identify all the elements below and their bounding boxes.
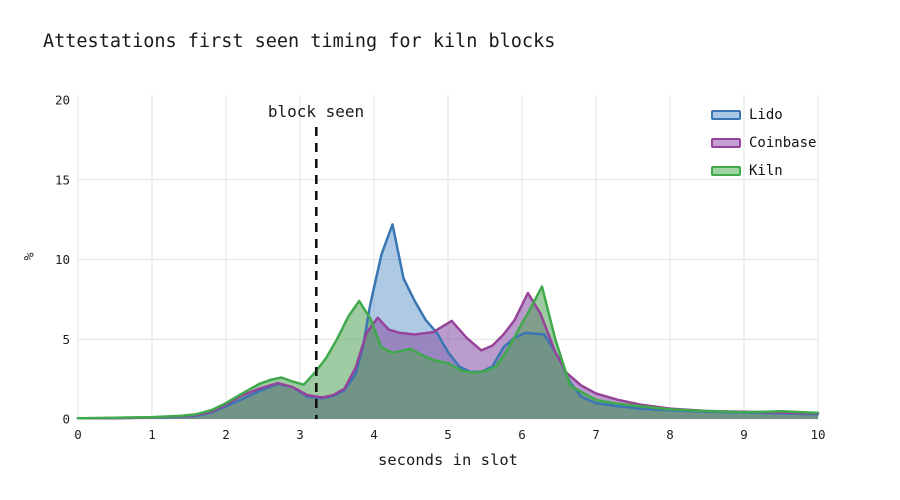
x-tick-label: 5 (444, 427, 452, 442)
block-seen-annotation: block seen (267, 102, 365, 121)
x-tick-label: 9 (740, 427, 748, 442)
x-tick-label: 0 (74, 427, 82, 442)
area-fill-kiln (78, 286, 818, 419)
y-tick-label: 20 (55, 93, 70, 108)
y-tick-label: 0 (62, 412, 70, 427)
lido-swatch-icon (711, 110, 741, 120)
x-tick-label: 4 (370, 427, 378, 442)
y-tick-label: 10 (55, 252, 70, 267)
legend-label: Lido (749, 107, 783, 123)
area-line-kiln (76, 285, 820, 420)
x-tick-label: 2 (222, 427, 230, 442)
legend-item-kiln[interactable]: Kiln (711, 157, 816, 185)
x-tick-label: 1 (148, 427, 156, 442)
legend-item-lido[interactable]: Lido (711, 101, 816, 129)
y-axis-label: % (22, 252, 38, 261)
area-line-coinbase (76, 291, 820, 420)
coinbase-swatch-icon (711, 138, 741, 148)
legend-label: Coinbase (749, 135, 817, 151)
legend: Lido Coinbase Kiln (711, 101, 816, 185)
legend-label: Kiln (749, 163, 783, 179)
chart-title: Attestations first seen timing for kiln … (43, 31, 556, 52)
x-tick-label: 10 (810, 427, 825, 442)
x-tick-label: 3 (296, 427, 304, 442)
legend-item-coinbase[interactable]: Coinbase (711, 129, 816, 157)
area-line-lido (76, 223, 820, 420)
y-tick-label: 15 (55, 172, 70, 187)
area-fill-coinbase (78, 293, 818, 419)
x-tick-label: 8 (666, 427, 674, 442)
x-axis-label: seconds in slot (378, 451, 518, 469)
kiln-swatch-icon (711, 166, 741, 176)
x-tick-label: 7 (592, 427, 600, 442)
x-tick-label: 6 (518, 427, 526, 442)
y-tick-label: 5 (62, 332, 70, 347)
